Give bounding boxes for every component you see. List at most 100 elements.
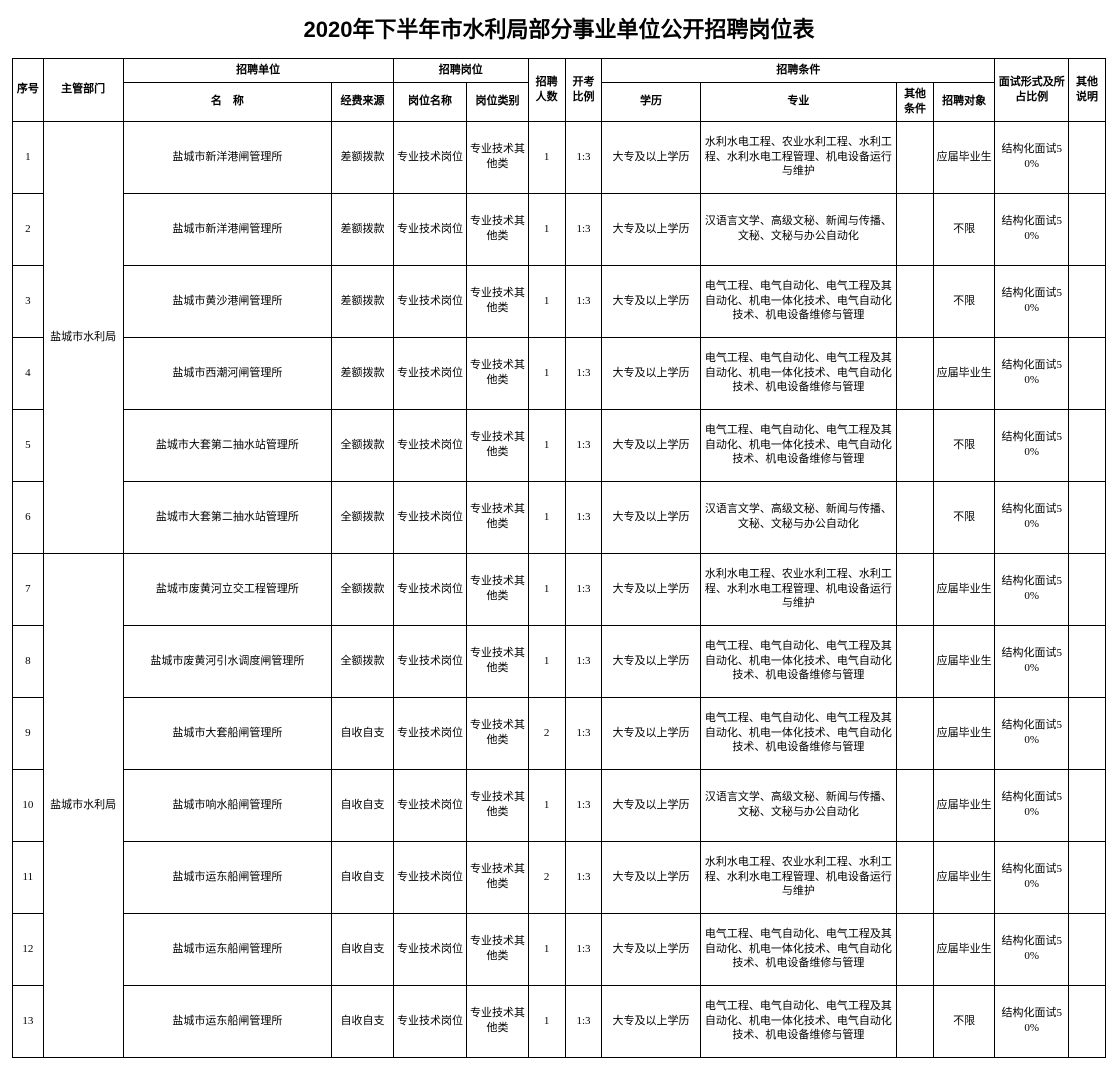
cell-unit-name: 盐城市新洋港闸管理所 bbox=[123, 121, 332, 193]
cell-unit-name: 盐城市新洋港闸管理所 bbox=[123, 193, 332, 265]
cell-ratio: 1:3 bbox=[565, 481, 602, 553]
cell-other bbox=[897, 337, 934, 409]
th-unit-name: 名 称 bbox=[123, 82, 332, 121]
cell-seq: 3 bbox=[13, 265, 44, 337]
table-body: 1盐城市水利局盐城市新洋港闸管理所差额拨款专业技术岗位专业技术其他类11:3大专… bbox=[13, 121, 1106, 1057]
cell-count: 1 bbox=[528, 265, 565, 337]
cell-edu: 大专及以上学历 bbox=[602, 769, 700, 841]
cell-post-type: 专业技术其他类 bbox=[467, 409, 528, 481]
cell-target: 不限 bbox=[933, 265, 994, 337]
cell-post-name: 专业技术岗位 bbox=[393, 985, 467, 1057]
cell-fund: 自收自支 bbox=[332, 985, 393, 1057]
cell-other bbox=[897, 625, 934, 697]
cell-count: 1 bbox=[528, 769, 565, 841]
cell-unit-name: 盐城市西潮河闸管理所 bbox=[123, 337, 332, 409]
cell-note bbox=[1069, 913, 1106, 985]
cell-seq: 7 bbox=[13, 553, 44, 625]
cell-edu: 大专及以上学历 bbox=[602, 337, 700, 409]
cell-seq: 1 bbox=[13, 121, 44, 193]
cell-seq: 6 bbox=[13, 481, 44, 553]
cell-interview: 结构化面试50% bbox=[995, 265, 1069, 337]
cell-ratio: 1:3 bbox=[565, 769, 602, 841]
cell-unit-name: 盐城市运东船闸管理所 bbox=[123, 985, 332, 1057]
cell-note bbox=[1069, 337, 1106, 409]
cell-major: 电气工程、电气自动化、电气工程及其自动化、机电一体化技术、电气自动化技术、机电设… bbox=[700, 625, 897, 697]
cell-fund: 全额拨款 bbox=[332, 625, 393, 697]
cell-target: 不限 bbox=[933, 193, 994, 265]
cell-interview: 结构化面试50% bbox=[995, 841, 1069, 913]
cell-major: 电气工程、电气自动化、电气工程及其自动化、机电一体化技术、电气自动化技术、机电设… bbox=[700, 265, 897, 337]
cell-count: 1 bbox=[528, 553, 565, 625]
cell-edu: 大专及以上学历 bbox=[602, 193, 700, 265]
cell-major: 水利水电工程、农业水利工程、水利工程、水利水电工程管理、机电设备运行与维护 bbox=[700, 841, 897, 913]
th-interview: 面试形式及所占比例 bbox=[995, 59, 1069, 122]
cell-post-type: 专业技术其他类 bbox=[467, 265, 528, 337]
cell-post-type: 专业技术其他类 bbox=[467, 625, 528, 697]
cell-other bbox=[897, 841, 934, 913]
cell-post-type: 专业技术其他类 bbox=[467, 913, 528, 985]
table-row: 12盐城市运东船闸管理所自收自支专业技术岗位专业技术其他类11:3大专及以上学历… bbox=[13, 913, 1106, 985]
cell-post-name: 专业技术岗位 bbox=[393, 337, 467, 409]
cell-post-name: 专业技术岗位 bbox=[393, 193, 467, 265]
table-row: 6盐城市大套第二抽水站管理所全额拨款专业技术岗位专业技术其他类11:3大专及以上… bbox=[13, 481, 1106, 553]
cell-post-type: 专业技术其他类 bbox=[467, 337, 528, 409]
th-seq: 序号 bbox=[13, 59, 44, 122]
cell-seq: 12 bbox=[13, 913, 44, 985]
cell-interview: 结构化面试50% bbox=[995, 985, 1069, 1057]
cell-post-name: 专业技术岗位 bbox=[393, 625, 467, 697]
cell-unit-name: 盐城市废黄河引水调度闸管理所 bbox=[123, 625, 332, 697]
cell-major: 电气工程、电气自动化、电气工程及其自动化、机电一体化技术、电气自动化技术、机电设… bbox=[700, 337, 897, 409]
th-count: 招聘人数 bbox=[528, 59, 565, 122]
cell-target: 不限 bbox=[933, 409, 994, 481]
cell-target: 应届毕业生 bbox=[933, 553, 994, 625]
cell-note bbox=[1069, 985, 1106, 1057]
cell-dept: 盐城市水利局 bbox=[43, 553, 123, 1057]
table-row: 10盐城市响水船闸管理所自收自支专业技术岗位专业技术其他类11:3大专及以上学历… bbox=[13, 769, 1106, 841]
cell-ratio: 1:3 bbox=[565, 265, 602, 337]
cell-count: 1 bbox=[528, 337, 565, 409]
page-title: 2020年下半年市水利局部分事业单位公开招聘岗位表 bbox=[12, 12, 1106, 44]
cell-interview: 结构化面试50% bbox=[995, 697, 1069, 769]
cell-note bbox=[1069, 841, 1106, 913]
cell-major: 汉语言文学、高级文秘、新闻与传播、文秘、文秘与办公自动化 bbox=[700, 769, 897, 841]
table-row: 1盐城市水利局盐城市新洋港闸管理所差额拨款专业技术岗位专业技术其他类11:3大专… bbox=[13, 121, 1106, 193]
cell-seq: 2 bbox=[13, 193, 44, 265]
cell-post-type: 专业技术其他类 bbox=[467, 193, 528, 265]
cell-edu: 大专及以上学历 bbox=[602, 553, 700, 625]
cell-other bbox=[897, 553, 934, 625]
cell-fund: 自收自支 bbox=[332, 913, 393, 985]
cell-interview: 结构化面试50% bbox=[995, 409, 1069, 481]
cell-major: 电气工程、电气自动化、电气工程及其自动化、机电一体化技术、电气自动化技术、机电设… bbox=[700, 409, 897, 481]
cell-ratio: 1:3 bbox=[565, 697, 602, 769]
cell-seq: 4 bbox=[13, 337, 44, 409]
cell-ratio: 1:3 bbox=[565, 121, 602, 193]
cell-target: 应届毕业生 bbox=[933, 625, 994, 697]
cell-interview: 结构化面试50% bbox=[995, 481, 1069, 553]
cell-ratio: 1:3 bbox=[565, 337, 602, 409]
cell-target: 应届毕业生 bbox=[933, 337, 994, 409]
th-edu: 学历 bbox=[602, 82, 700, 121]
cell-post-type: 专业技术其他类 bbox=[467, 553, 528, 625]
cell-target: 应届毕业生 bbox=[933, 697, 994, 769]
table-row: 2盐城市新洋港闸管理所差额拨款专业技术岗位专业技术其他类11:3大专及以上学历汉… bbox=[13, 193, 1106, 265]
cell-fund: 差额拨款 bbox=[332, 337, 393, 409]
cell-post-type: 专业技术其他类 bbox=[467, 985, 528, 1057]
cell-other bbox=[897, 985, 934, 1057]
cell-ratio: 1:3 bbox=[565, 985, 602, 1057]
th-other: 其他条件 bbox=[897, 82, 934, 121]
cell-edu: 大专及以上学历 bbox=[602, 481, 700, 553]
cell-major: 电气工程、电气自动化、电气工程及其自动化、机电一体化技术、电气自动化技术、机电设… bbox=[700, 697, 897, 769]
cell-note bbox=[1069, 265, 1106, 337]
cell-unit-name: 盐城市响水船闸管理所 bbox=[123, 769, 332, 841]
cell-interview: 结构化面试50% bbox=[995, 625, 1069, 697]
cell-post-name: 专业技术岗位 bbox=[393, 265, 467, 337]
cell-other bbox=[897, 193, 934, 265]
cell-target: 不限 bbox=[933, 481, 994, 553]
cell-ratio: 1:3 bbox=[565, 193, 602, 265]
cell-count: 1 bbox=[528, 121, 565, 193]
cell-ratio: 1:3 bbox=[565, 553, 602, 625]
cell-count: 1 bbox=[528, 985, 565, 1057]
cell-ratio: 1:3 bbox=[565, 841, 602, 913]
cell-fund: 差额拨款 bbox=[332, 121, 393, 193]
cell-seq: 10 bbox=[13, 769, 44, 841]
